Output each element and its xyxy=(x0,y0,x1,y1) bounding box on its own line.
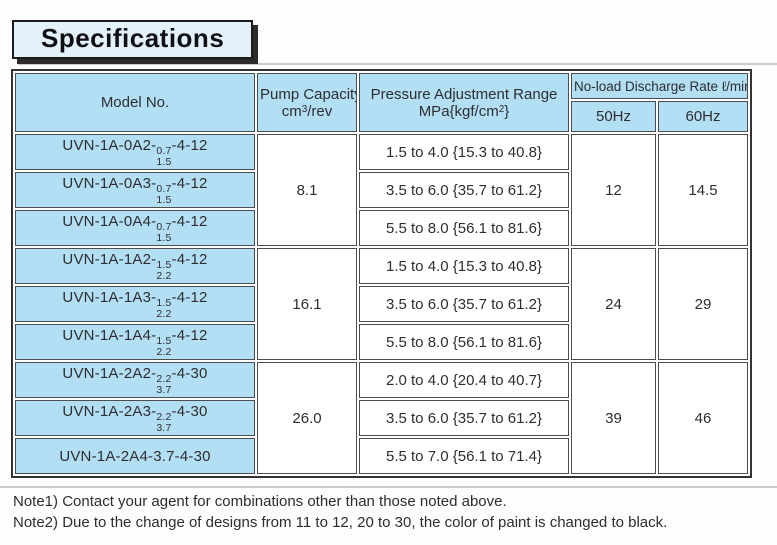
model-fraction: 1.5 2.2 xyxy=(156,258,172,282)
model-cell: UVN-1A-0A4- 0.7 1.5 -4-12 xyxy=(15,210,255,246)
model-cell: UVN-1A-2A2- 2.2 3.7 -4-30 xyxy=(15,362,255,398)
model-cell: UVN-1A-1A3- 1.5 2.2 -4-12 xyxy=(15,286,255,322)
capacity-cell: 8.1 xyxy=(257,134,357,246)
pressure-cell: 5.5 to 8.0 {56.1 to 81.6} xyxy=(359,210,569,246)
specifications-table: Model No. Pump Capacity cm3/rev Pressure… xyxy=(11,69,753,478)
header-row-1: Model No. Pump Capacity cm3/rev Pressure… xyxy=(15,73,749,132)
model-cell: UVN-1A-1A4- 1.5 2.2 -4-12 xyxy=(15,324,255,360)
table-row: UVN-1A-0A4- 0.7 1.5 -4-12 5.5 to 8.0 {56.1 … xyxy=(15,210,748,246)
table-row: UVN-1A-1A4- 1.5 2.2 -4-12 5.5 to 8.0 {56.1 … xyxy=(15,324,748,360)
pressure-cell: 1.5 to 4.0 {15.3 to 40.8} xyxy=(359,248,569,284)
table-row: UVN-1A-2A4-3.7-4-30 5.5 to 7.0 {56.1 to … xyxy=(15,438,748,474)
pressure-header-unit: MPa{kgf/cm2} xyxy=(418,102,510,120)
pressure-cell: 3.5 to 6.0 {35.7 to 61.2} xyxy=(359,400,569,436)
bottom-divider-rule xyxy=(0,486,777,488)
pressure-cell: 5.5 to 8.0 {56.1 to 81.6} xyxy=(359,324,569,360)
discharge-60hz-cell: 46 xyxy=(658,362,749,474)
pressure-cell: 3.5 to 6.0 {35.7 to 61.2} xyxy=(359,172,569,208)
model-cell: UVN-1A-0A2- 0.7 1.5 -4-12 xyxy=(15,134,255,170)
table-row: UVN-1A-2A3- 2.2 3.7 -4-30 3.5 to 6.0 {35.7 … xyxy=(15,400,748,436)
table-row: UVN-1A-1A3- 1.5 2.2 -4-12 3.5 to 6.0 {35.7 … xyxy=(15,286,748,322)
model-cell: UVN-1A-2A3- 2.2 3.7 -4-30 xyxy=(15,400,255,436)
table-row: UVN-1A-0A2- 0.7 1.5 -4-12 8.1 1.5 to 4.0 {1… xyxy=(15,134,749,246)
col-header-pressure: Pressure Adjustment Range MPa{kgf/cm2} xyxy=(359,73,569,132)
col-header-model: Model No. xyxy=(15,73,255,132)
discharge-60hz-cell: 29 xyxy=(658,248,749,360)
discharge-60hz-cell: 14.5 xyxy=(658,134,749,246)
discharge-50hz-cell: 39 xyxy=(571,362,656,474)
pressure-cell: 1.5 to 4.0 {15.3 to 40.8} xyxy=(359,134,569,170)
model-fraction: 2.2 3.7 xyxy=(156,372,172,396)
section-title: Specifications xyxy=(12,20,254,59)
table-row: UVN-1A-2A2- 2.2 3.7 -4-30 26.0 2.0 to 4.0 {… xyxy=(15,362,749,474)
discharge-50hz-cell: 12 xyxy=(571,134,656,246)
capacity-cell: 16.1 xyxy=(257,248,357,360)
footnotes: Note1) Contact your agent for combinatio… xyxy=(13,491,667,533)
col-header-50hz: 50Hz xyxy=(571,101,656,132)
model-cell: UVN-1A-1A2- 1.5 2.2 -4-12 xyxy=(15,248,255,284)
table-row: UVN-1A-1A2- 1.5 2.2 -4-12 16.1 1.5 to 4.0 {… xyxy=(15,248,749,360)
model-fraction: 0.7 1.5 xyxy=(156,182,172,206)
col-header-60hz: 60Hz xyxy=(658,101,749,132)
model-fraction: 1.5 2.2 xyxy=(156,296,172,320)
pressure-cell: 3.5 to 6.0 {35.7 to 61.2} xyxy=(359,286,569,322)
capacity-header-unit: cm3/rev xyxy=(281,102,333,120)
col-header-capacity: Pump Capacity cm3/rev xyxy=(257,73,357,132)
model-fraction: 1.5 2.2 xyxy=(156,334,172,358)
table-row: UVN-1A-0A3- 0.7 1.5 -4-12 3.5 to 6.0 {35.7 … xyxy=(15,172,748,208)
capacity-cell: 26.0 xyxy=(257,362,357,474)
pressure-cell: 2.0 to 4.0 {20.4 to 40.7} xyxy=(359,362,569,398)
model-fraction: 0.7 1.5 xyxy=(156,144,172,168)
col-header-discharge: No-load Discharge Rate ℓ/min xyxy=(571,73,749,99)
model-cell: UVN-1A-2A4-3.7-4-30 xyxy=(15,438,255,474)
capacity-header-line1: Pump Capacity xyxy=(260,85,357,103)
pressure-cell: 5.5 to 7.0 {56.1 to 71.4} xyxy=(359,438,569,474)
model-cell: UVN-1A-0A3- 0.7 1.5 -4-12 xyxy=(15,172,255,208)
footnote-2: Note2) Due to the change of designs from… xyxy=(13,514,668,531)
footnote-1: Note1) Contact your agent for combinatio… xyxy=(13,493,507,510)
model-fraction: 0.7 1.5 xyxy=(156,220,172,244)
top-divider-rule xyxy=(18,63,777,65)
pressure-header-line1: Pressure Adjustment Range xyxy=(370,85,558,103)
discharge-50hz-cell: 24 xyxy=(571,248,656,360)
model-fraction: 2.2 3.7 xyxy=(156,410,172,434)
header-row-2: 50Hz 60Hz xyxy=(15,101,749,132)
